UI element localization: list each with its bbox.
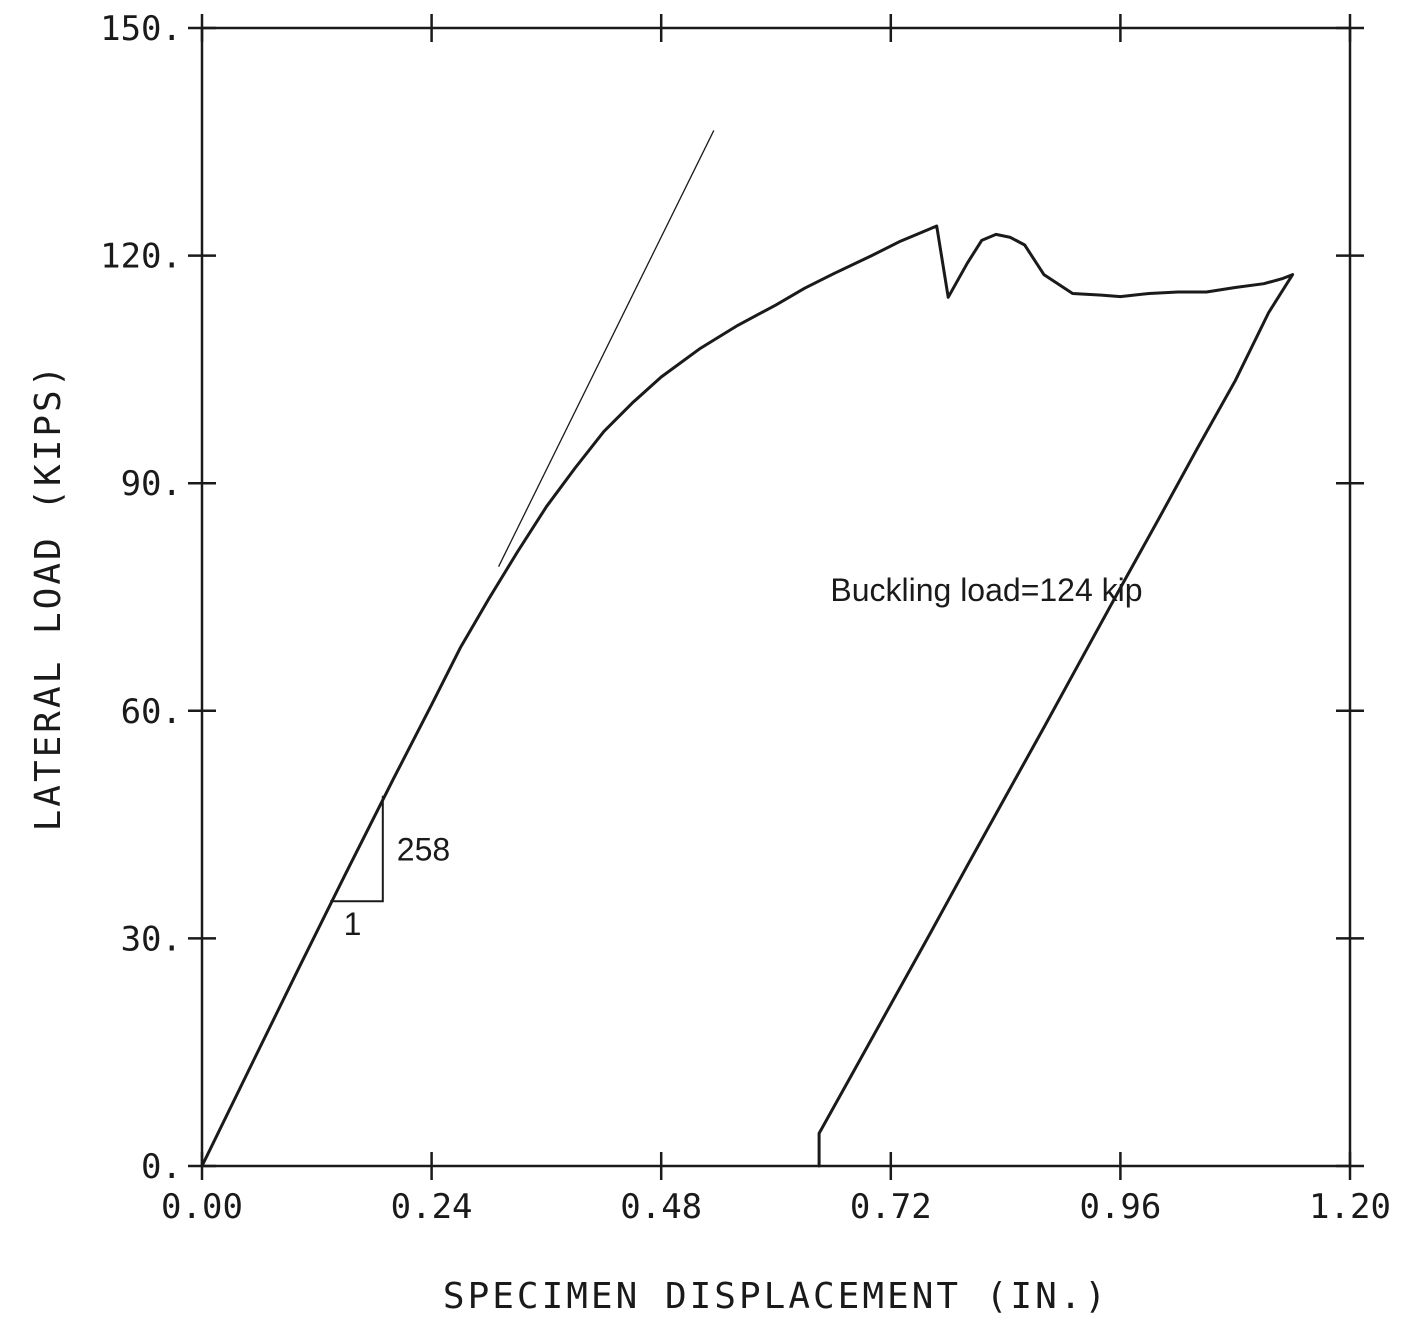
load-displacement-curve [200,224,1295,1168]
y-tick-label: 60. [121,692,182,732]
slope-rise-label: 258 [397,831,450,867]
x-tick-label: 0.00 [161,1187,243,1227]
x-tick-label: 0.72 [850,1187,932,1227]
tick-labels: 0.00 0.24 0.48 0.72 0.96 1.20 0. 30. 60. 90. 120. 1… [100,9,1391,1227]
x-tick-label: 0.24 [391,1187,473,1227]
y-tick-label: 150. [100,9,182,49]
x-tick-label: 1.20 [1309,1187,1391,1227]
plot-frame [200,26,1352,1168]
axis-ticks [188,14,1364,1180]
x-axis-title: SPECIMEN DISPLACEMENT (IN.) [443,1276,1109,1317]
buckling-load-annotation: Buckling load=124 kip [830,572,1142,608]
y-tick-label: 120. [100,237,182,277]
y-tick-label: 30. [121,919,182,959]
slope-run-label: 1 [344,906,362,942]
reference-line [497,130,715,567]
x-tick-label: 0.48 [620,1187,702,1227]
slope-triangle [330,795,384,903]
y-axis-title: LATERAL LOAD (KIPS) [28,363,69,832]
y-tick-label: 0. [141,1147,182,1187]
x-tick-label: 0.96 [1079,1187,1161,1227]
y-tick-label: 90. [121,464,182,504]
